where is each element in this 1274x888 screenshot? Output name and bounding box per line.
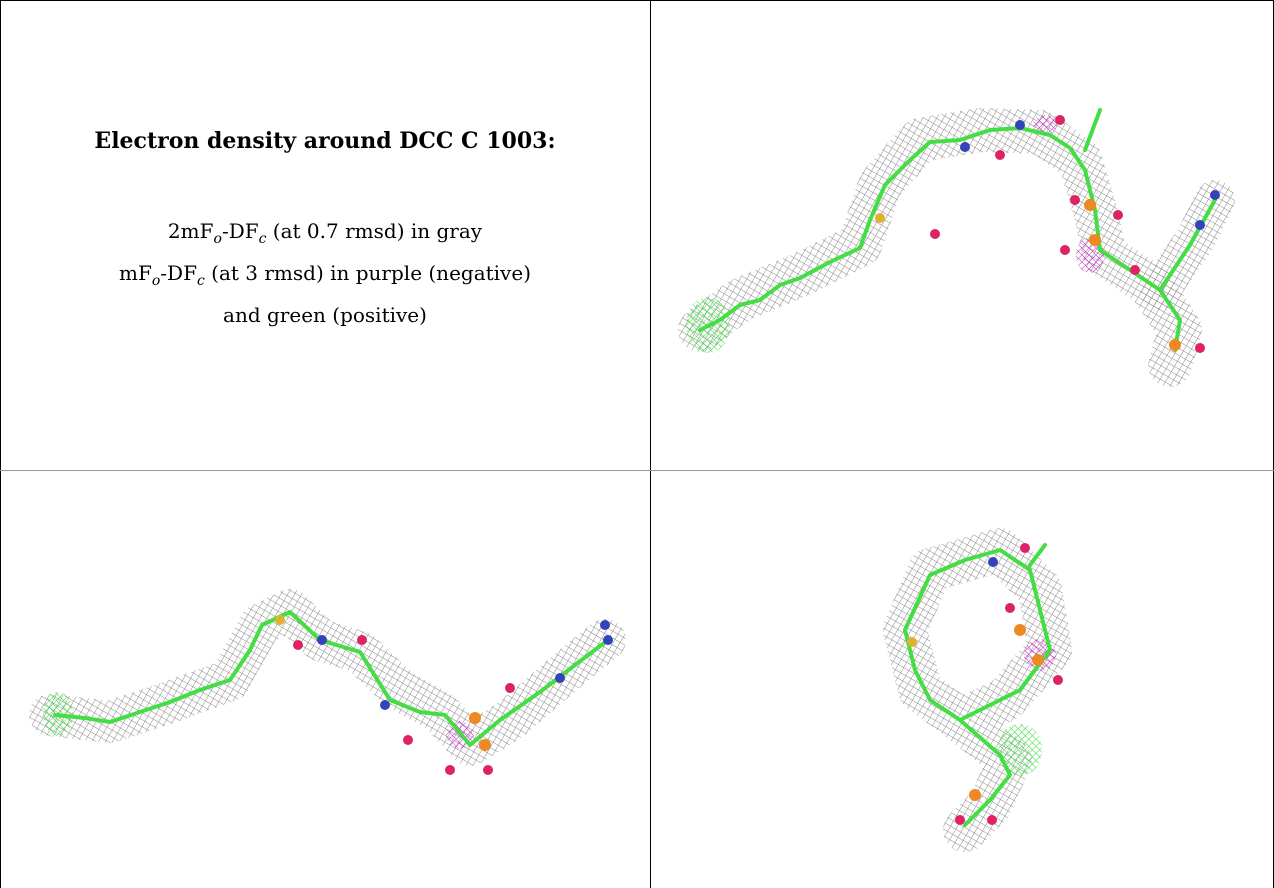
subscript: c	[196, 273, 205, 289]
subscript: c	[258, 231, 267, 247]
subscript: o	[151, 273, 161, 289]
text-segment: -DF	[160, 261, 197, 285]
density-view	[29, 589, 626, 775]
text-segment: 2mF	[167, 219, 214, 243]
subscript: o	[213, 231, 222, 247]
legend-text: 2mFo-DFc (at 0.7 rmsd) in gray mFo-DFc (a…	[0, 214, 650, 332]
legend-line: and green (positive)	[0, 298, 650, 332]
legend-line: 2mFo-DFc (at 0.7 rmsd) in gray	[0, 214, 650, 256]
text-segment: (at 3 rmsd) in purple (negative)	[204, 261, 531, 285]
figure-title: Electron density around DCC C 1003:	[94, 128, 556, 154]
density-view	[678, 108, 1235, 387]
text-segment: (at 0.7 rmsd) in gray	[266, 219, 483, 243]
text-segment: mF	[119, 261, 152, 285]
text-segment: -DF	[221, 219, 259, 243]
density-view	[883, 528, 1072, 852]
legend-line: mFo-DFc (at 3 rmsd) in purple (negative)	[0, 256, 650, 298]
text-segment: and green (positive)	[223, 303, 427, 327]
